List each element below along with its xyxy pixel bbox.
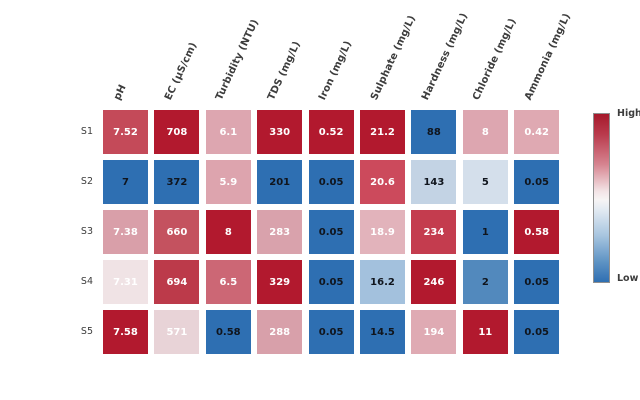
heatmap-cell: 7.31 (103, 260, 148, 304)
heatmap-cell: 329 (257, 260, 303, 304)
heatmap-cell: 2 (462, 260, 508, 304)
heatmap-cell: 330 (257, 110, 303, 154)
row-label: S3 (80, 226, 93, 237)
column-header-label: Iron (mg/L) (317, 39, 355, 102)
heatmap-cell: 0.05 (308, 310, 354, 354)
heatmap-cell: 660 (154, 210, 200, 254)
heatmap-cell: 7.38 (103, 210, 148, 254)
row-label: S4 (80, 276, 93, 287)
colorbar-high-label: High (617, 108, 640, 119)
heatmap-cell: 1 (462, 210, 508, 254)
column-header-label: Chloride (mg/L) (471, 16, 519, 102)
heatmap-cell: 0.05 (514, 260, 560, 304)
heatmap-cell: 6.1 (205, 110, 251, 154)
heatmap-cell: 0.05 (308, 210, 354, 254)
heatmap-cell: 0.52 (308, 110, 354, 154)
heatmap-cell: 11 (462, 310, 508, 354)
column-header-label: EC (µS/cm) (162, 40, 200, 102)
heatmap-cell: 5.9 (205, 160, 251, 204)
row-label: S2 (80, 176, 93, 187)
heatmap-cell: 372 (154, 160, 200, 204)
heatmap-cell: 88 (411, 110, 457, 154)
heatmap-cell: 143 (411, 160, 457, 204)
column-header-label: Sulphate (mg/L) (368, 13, 418, 102)
colorbar-low-label: Low (617, 273, 639, 284)
heatmap-cell: 20.6 (360, 160, 405, 204)
heatmap-cell: 14.5 (360, 310, 405, 354)
heatmap-cell: 5 (462, 160, 508, 204)
heatmap-cell: 571 (154, 310, 200, 354)
column-header-label: Ammonia (mg/L) (522, 11, 573, 102)
heatmap-cell: 0.05 (514, 160, 560, 204)
heatmap-cell: 0.42 (514, 110, 560, 154)
heatmap-cell: 246 (411, 260, 457, 304)
heatmap-cell: 0.05 (514, 310, 560, 354)
heatmap-cell: 283 (257, 210, 303, 254)
heatmap-cell: 21.2 (360, 110, 405, 154)
heatmap-cell: 8 (205, 210, 251, 254)
heatmap-cell: 288 (257, 310, 303, 354)
row-label: S5 (80, 326, 93, 337)
heatmap-cell: 201 (257, 160, 303, 204)
column-header-label: pH (111, 83, 129, 102)
column-header-label: TDS (mg/L) (265, 39, 303, 102)
colorbar-gradient (593, 113, 610, 283)
heatmap-cell: 694 (154, 260, 200, 304)
heatmap-cell: 234 (411, 210, 457, 254)
heatmap-cell: 194 (411, 310, 457, 354)
heatmap-cell: 7 (103, 160, 148, 204)
column-header-label: Hardness (mg/L) (419, 11, 470, 102)
heatmap-cell: 18.9 (360, 210, 405, 254)
column-header-label: Turbidity (NTU) (214, 17, 262, 102)
heatmap-cell: 708 (154, 110, 200, 154)
heatmap-cell: 8 (462, 110, 508, 154)
heatmap-cell: 0.05 (308, 160, 354, 204)
heatmap-cell: 0.05 (308, 260, 354, 304)
heatmap-cell: 6.5 (205, 260, 251, 304)
heatmap-cell: 16.2 (360, 260, 405, 304)
heatmap-cell: 7.58 (103, 310, 148, 354)
heatmap-cell: 7.52 (103, 110, 148, 154)
heatmap-cell: 0.58 (514, 210, 560, 254)
heatmap-cell: 0.58 (205, 310, 251, 354)
row-label: S1 (80, 126, 93, 137)
